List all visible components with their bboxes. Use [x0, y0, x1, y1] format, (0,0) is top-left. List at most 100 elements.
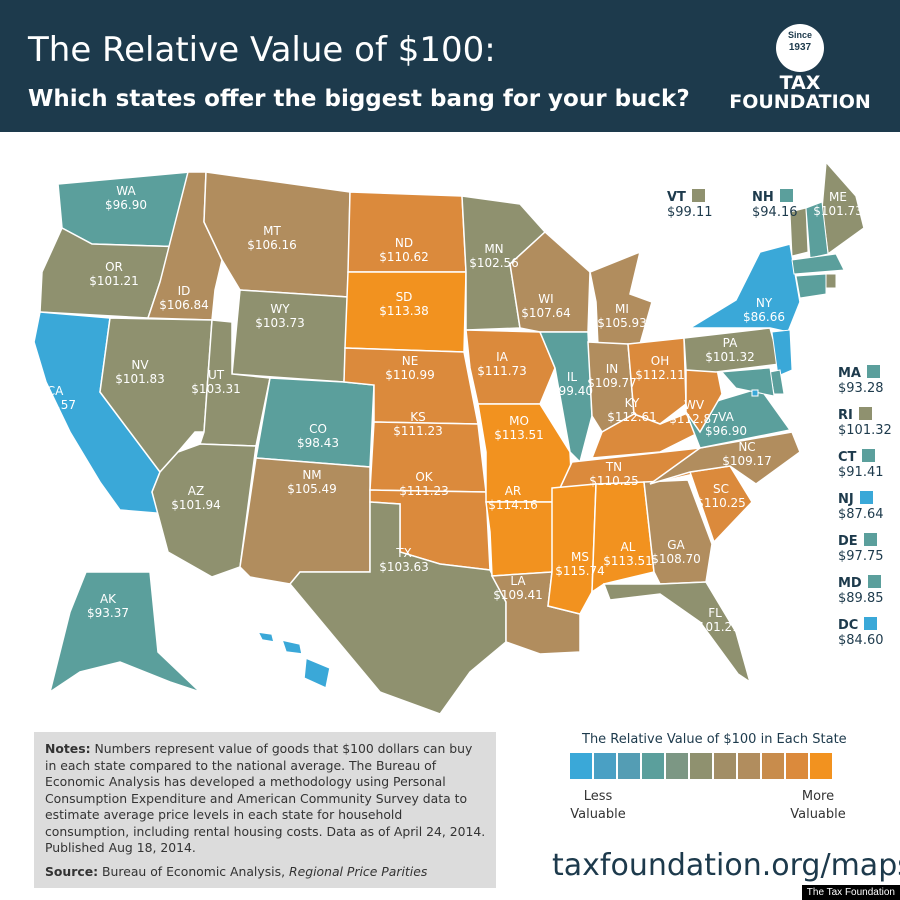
callout-abbr: NJ [838, 492, 854, 507]
state-ut [198, 319, 271, 447]
state-value: $110.25 [589, 474, 639, 488]
state-label-id: ID $106.84 [154, 284, 214, 312]
state-vt [789, 207, 809, 257]
state-abbr: MS [571, 550, 589, 564]
callout-ct: CT $91.41 [838, 446, 884, 480]
state-label-ar: AR $114.16 [483, 484, 543, 512]
state-nh [805, 201, 829, 259]
state-label-mo: MO $113.51 [489, 414, 549, 442]
state-label-wi: WI $107.64 [516, 292, 576, 320]
state-value: $85.32 [249, 678, 291, 692]
state-label-tn: TN $110.25 [584, 460, 644, 488]
capitol-seal-icon: Since 1937 [776, 24, 824, 72]
callout-abbr: VT [667, 190, 686, 205]
state-value: $98.43 [297, 436, 339, 450]
callout-value: $87.64 [838, 507, 884, 522]
state-value: $106.84 [159, 298, 209, 312]
state-value: $109.17 [722, 454, 772, 468]
page-subtitle: Which states offer the biggest bang for … [28, 86, 690, 112]
source-text: Bureau of Economic Analysis, [102, 863, 286, 879]
state-abbr: NV [131, 358, 149, 372]
state-label-va: VA $96.90 [696, 410, 756, 438]
state-abbr: CA [46, 384, 64, 398]
page-title: The Relative Value of $100: [28, 30, 496, 70]
state-label-nd: ND $110.62 [374, 236, 434, 264]
state-nc [649, 431, 801, 485]
state-label-az: AZ $101.94 [166, 484, 226, 512]
photo-credit: The Tax Foundation [801, 885, 900, 900]
state-value: $113.51 [603, 554, 653, 568]
header-banner: The Relative Value of $100: Which states… [0, 0, 900, 132]
callout-swatch [779, 189, 793, 202]
logo-name: TAX FOUNDATION [729, 72, 871, 113]
state-value: $103.31 [191, 382, 241, 396]
state-value: $111.73 [477, 364, 527, 378]
state-abbr: NC [738, 440, 756, 454]
callout-abbr: MA [838, 366, 861, 381]
state-label-co: CO $98.43 [288, 422, 348, 450]
callout-nh: NH $94.16 [752, 186, 798, 220]
state-label-ms: MS $115.74 [550, 550, 610, 578]
state-value: $108.70 [651, 552, 701, 566]
callout-value: $97.75 [838, 549, 884, 564]
footer-url[interactable]: taxfoundation.org/maps [552, 848, 900, 883]
state-value: $112.87 [669, 412, 719, 426]
state-value: $96.90 [705, 424, 747, 438]
callout-value: $91.41 [838, 465, 884, 480]
source-line: Source: Bureau of Economic Analysis, Reg… [45, 864, 427, 881]
state-label-wv: WV $112.87 [664, 398, 724, 426]
callout-abbr: DC [838, 618, 859, 633]
state-value: $101.32 [705, 350, 755, 364]
callout-nj: NJ $87.64 [838, 488, 884, 522]
state-label-nc: NC $109.17 [717, 440, 777, 468]
legend-swatch [714, 753, 736, 779]
state-value: $101.94 [171, 498, 221, 512]
state-abbr: MI [615, 302, 629, 316]
state-abbr: GA [667, 538, 685, 552]
state-label-ne: NE $110.99 [380, 354, 440, 382]
state-abbr: AK [99, 592, 117, 606]
state-value: $110.99 [385, 368, 435, 382]
callout-swatch [862, 449, 876, 462]
state-tx [289, 501, 507, 715]
state-label-al: AL $113.51 [598, 540, 658, 568]
callout-abbr: RI [838, 408, 853, 423]
state-abbr: WV [683, 398, 705, 412]
callout-value: $94.16 [752, 205, 798, 220]
state-value: $101.83 [115, 372, 165, 386]
callout-de: DE $97.75 [838, 530, 884, 564]
callout-value: $89.85 [838, 591, 884, 606]
state-abbr: UT [207, 368, 225, 382]
state-abbr: AZ [187, 484, 205, 498]
source-italic: Regional Price Parities [288, 863, 428, 879]
state-oh [627, 337, 687, 425]
state-al [591, 481, 655, 594]
legend-color-scale [570, 753, 834, 779]
state-tn [558, 447, 722, 489]
legend-swatch [570, 753, 592, 779]
state-value: $112.61 [607, 410, 657, 424]
state-abbr: NE [401, 354, 419, 368]
state-abbr: TX [396, 546, 412, 560]
state-abbr: AR [504, 484, 522, 498]
legend-swatch [642, 753, 664, 779]
callout-swatch [859, 491, 873, 504]
state-abbr: WY [270, 302, 290, 316]
state-label-wy: WY $103.73 [250, 302, 310, 330]
state-label-ut: UT $103.31 [186, 368, 246, 396]
state-value: $115.74 [555, 564, 605, 578]
state-fl [602, 581, 752, 684]
legend-swatch [618, 753, 640, 779]
state-abbr: OK [415, 470, 433, 484]
state-label-ia: IA $111.73 [472, 350, 532, 378]
state-value: $96.90 [105, 198, 147, 212]
state-label-tx: TX $103.63 [374, 546, 434, 574]
state-abbr: NY [755, 296, 773, 310]
state-value: $109.77 [587, 376, 637, 390]
state-abbr: VA [718, 410, 734, 424]
state-abbr: ID [177, 284, 191, 298]
state-hi [256, 631, 331, 690]
state-abbr: MT [263, 224, 281, 238]
state-label-pa: PA $101.32 [700, 336, 760, 364]
state-value: $109.41 [493, 588, 543, 602]
